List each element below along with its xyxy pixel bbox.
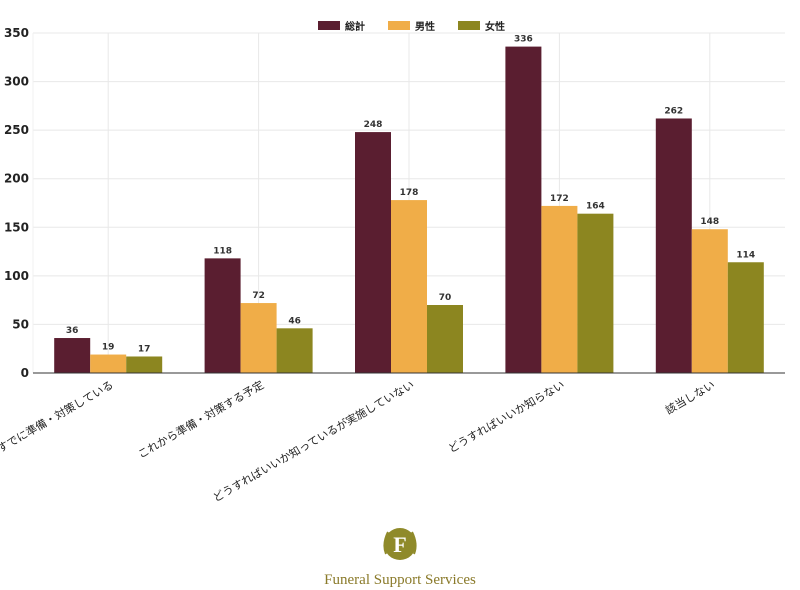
bars [54, 46, 764, 373]
x-axis-categories: すでに準備・対策している これから準備・対策する予定どうすればいいか知っているが実… [0, 377, 717, 504]
data-label: 178 [400, 188, 419, 198]
y-tick-label: 200 [4, 172, 29, 186]
data-label: 46 [288, 316, 301, 326]
x-tick-label: どうすればいいか知らない [446, 377, 567, 455]
laurel-emblem-icon: F [383, 528, 417, 560]
bar [727, 262, 764, 373]
x-tick-label: すでに準備・対策している [0, 377, 116, 455]
bar [204, 258, 241, 373]
x-tick-label: これから準備・対策する予定 [135, 377, 266, 461]
bar [655, 118, 692, 373]
legend-swatch [388, 21, 410, 30]
data-label: 248 [364, 120, 383, 130]
bar [391, 200, 427, 373]
data-label: 70 [439, 293, 452, 303]
legend-label: 男性 [415, 20, 435, 33]
data-label: 164 [586, 202, 605, 212]
data-label: 118 [213, 246, 232, 256]
y-tick-label: 350 [4, 26, 29, 40]
bar [577, 213, 614, 373]
legend-swatch [318, 21, 340, 30]
bar [276, 328, 313, 373]
data-label: 148 [700, 217, 719, 227]
bar [427, 305, 463, 373]
bar [355, 132, 391, 373]
data-labels: 36 19 17 118 72 46 248 178 70 336 172 164 262 148 114 [66, 35, 755, 355]
y-tick-label: 100 [4, 269, 29, 283]
brand-logo: F Funeral Support Services [0, 524, 800, 589]
y-tick-label: 0 [21, 366, 29, 380]
bar [126, 356, 163, 373]
bar-chart: 0 50 100 150 200 250 300 350 36 19 17 118 72 46 248 17… [0, 20, 785, 505]
data-label: 172 [550, 194, 569, 204]
data-label: 17 [138, 344, 151, 354]
data-label: 36 [66, 326, 79, 336]
bar [90, 354, 127, 373]
bar [54, 338, 91, 373]
legend-swatch [458, 21, 480, 30]
x-tick-label: 該当しない [663, 377, 718, 417]
bar [541, 205, 578, 373]
data-label: 72 [252, 291, 265, 301]
bar [240, 303, 277, 373]
bar [691, 229, 728, 373]
data-label: 262 [664, 106, 683, 116]
data-label: 19 [102, 343, 115, 353]
y-tick-label: 300 [4, 75, 29, 89]
logo-letter: F [393, 532, 406, 557]
legend-label: 総計 [345, 20, 365, 33]
legend: 総計 男性 女性 [318, 20, 505, 33]
grid-lines [32, 32, 785, 374]
data-label: 114 [736, 250, 755, 260]
y-tick-label: 50 [12, 317, 29, 331]
y-tick-label: 150 [4, 220, 29, 234]
y-axis-ticks: 0 50 100 150 200 250 300 350 [4, 26, 29, 380]
y-tick-label: 250 [4, 123, 29, 137]
data-label: 336 [514, 35, 533, 45]
logo-text: Funeral Support Services [324, 572, 476, 588]
legend-label: 女性 [485, 20, 505, 33]
bar [505, 46, 542, 373]
